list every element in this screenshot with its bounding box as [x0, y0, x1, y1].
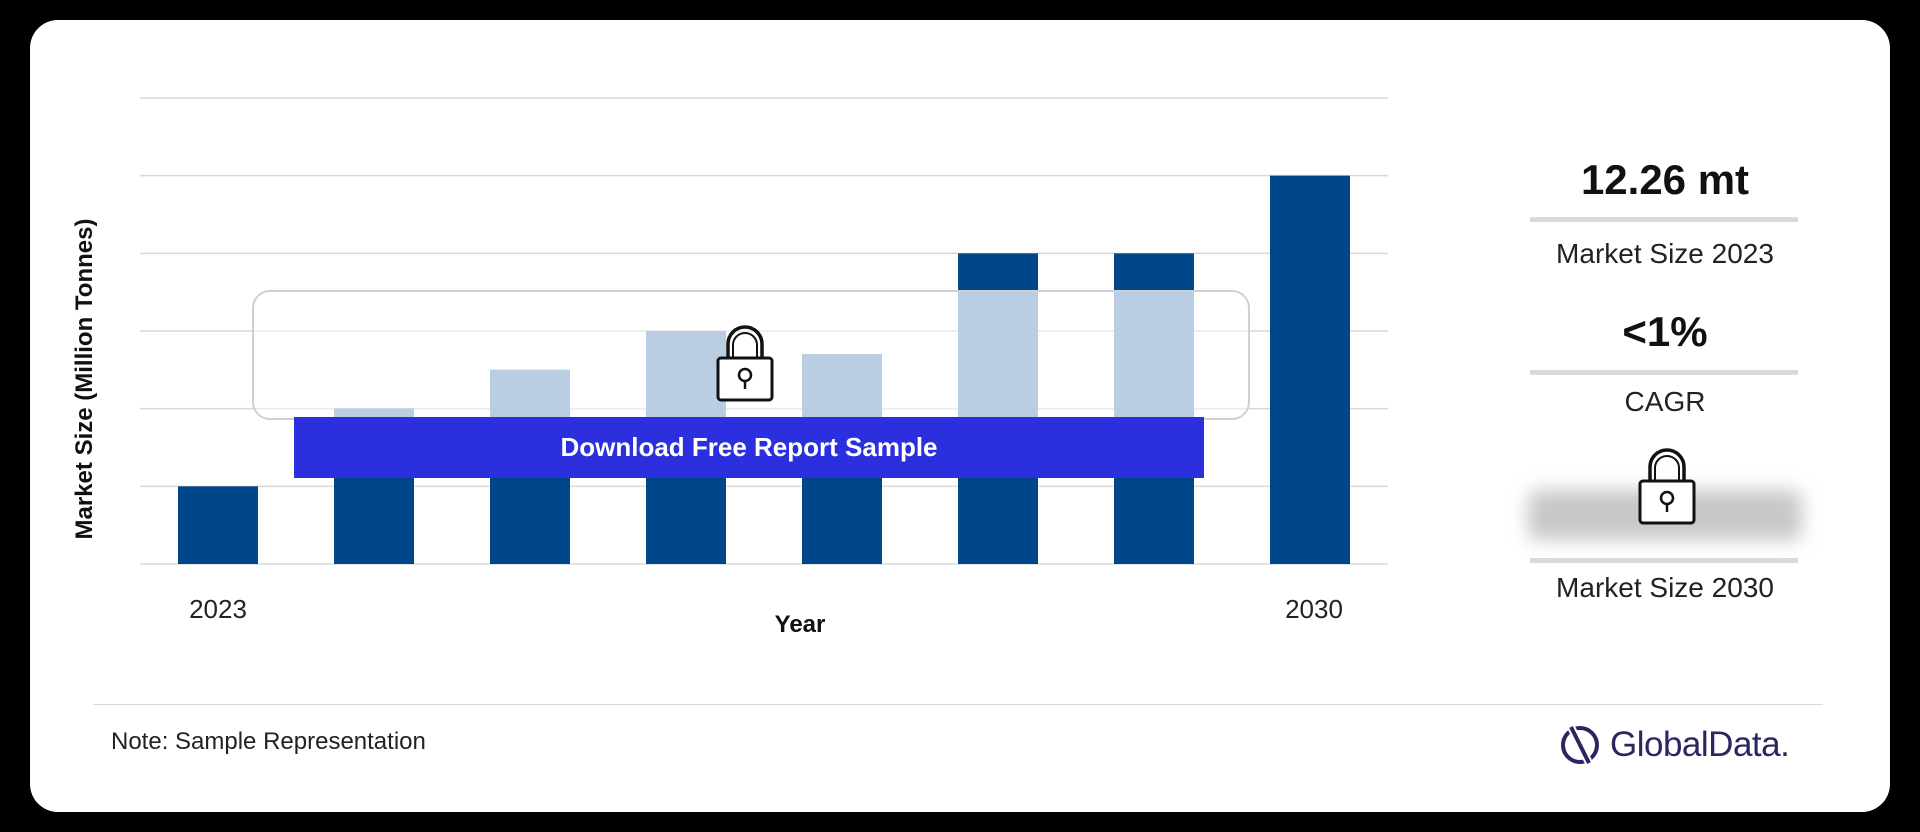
kpi-cagr-value: <1% [1622, 308, 1708, 355]
kpi-market-size-2030-label: Market Size 2030 [1556, 572, 1774, 603]
locked-bar-segment-5 [958, 290, 1038, 417]
x-axis-title: Year [774, 611, 826, 638]
kpi-market-size-2023-label: Market Size 2023 [1556, 238, 1774, 269]
bar-0 [178, 486, 258, 564]
locked-bar-segment-4 [802, 354, 882, 417]
globaldata-logo: GlobalData. [1558, 720, 1790, 770]
locked-bar-segment-1 [334, 408, 414, 417]
footer-note: Note: Sample Representation [111, 728, 426, 755]
globaldata-mark-icon [1561, 723, 1599, 767]
chart-card: Market Size (Million Tonnes) Year 2023 2… [30, 20, 1890, 812]
kpi-divider [1530, 217, 1798, 222]
kpi-divider [1530, 370, 1798, 375]
footer-divider [93, 704, 1823, 705]
locked-bar-segment-2 [490, 369, 570, 417]
kpi-market-size-2023-value: 12.26 mt [1580, 156, 1750, 203]
download-sample-button[interactable]: Download Free Report Sample [294, 417, 1204, 478]
lock-icon [1638, 448, 1696, 525]
brand-name: GlobalData. [1610, 725, 1790, 764]
lock-icon [716, 325, 774, 402]
x-tick-label-2030: 2030 [1285, 594, 1343, 624]
locked-bar-segment-3 [646, 331, 726, 417]
bar-7 [1270, 175, 1350, 564]
locked-bar-segment-6 [1114, 290, 1194, 417]
kpi-cagr-label: CAGR [1624, 386, 1706, 417]
x-tick-label-2023: 2023 [189, 594, 247, 624]
y-axis-title: Market Size (Million Tonnes) [71, 218, 98, 540]
kpi-divider [1530, 558, 1798, 563]
